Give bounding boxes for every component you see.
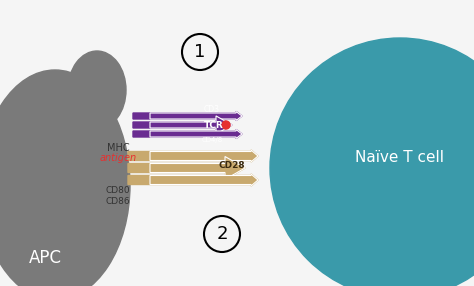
Text: 2: 2 [216, 225, 228, 243]
Ellipse shape [0, 70, 130, 286]
Text: CD4/8: CD4/8 [201, 137, 223, 143]
FancyArrow shape [150, 150, 258, 162]
FancyArrow shape [128, 174, 258, 186]
FancyArrow shape [128, 150, 258, 162]
Text: TCR: TCR [204, 120, 224, 130]
Circle shape [270, 38, 474, 286]
FancyArrow shape [150, 156, 245, 180]
Text: APC: APC [28, 249, 62, 267]
Circle shape [222, 121, 230, 129]
Text: CD28: CD28 [219, 160, 246, 170]
Text: antigen: antigen [100, 153, 137, 163]
Text: Naïve T cell: Naïve T cell [356, 150, 445, 166]
FancyArrow shape [128, 156, 245, 180]
Text: CD3: CD3 [204, 104, 220, 114]
FancyArrow shape [150, 116, 232, 134]
FancyArrow shape [133, 130, 242, 138]
FancyArrow shape [133, 116, 232, 134]
FancyArrow shape [133, 112, 242, 121]
Text: 1: 1 [194, 43, 206, 61]
FancyArrow shape [150, 130, 242, 138]
FancyArrow shape [150, 112, 242, 121]
Text: CD80
CD86: CD80 CD86 [106, 186, 130, 206]
Ellipse shape [68, 51, 126, 129]
FancyArrow shape [150, 174, 258, 186]
Text: MHC: MHC [107, 143, 129, 153]
